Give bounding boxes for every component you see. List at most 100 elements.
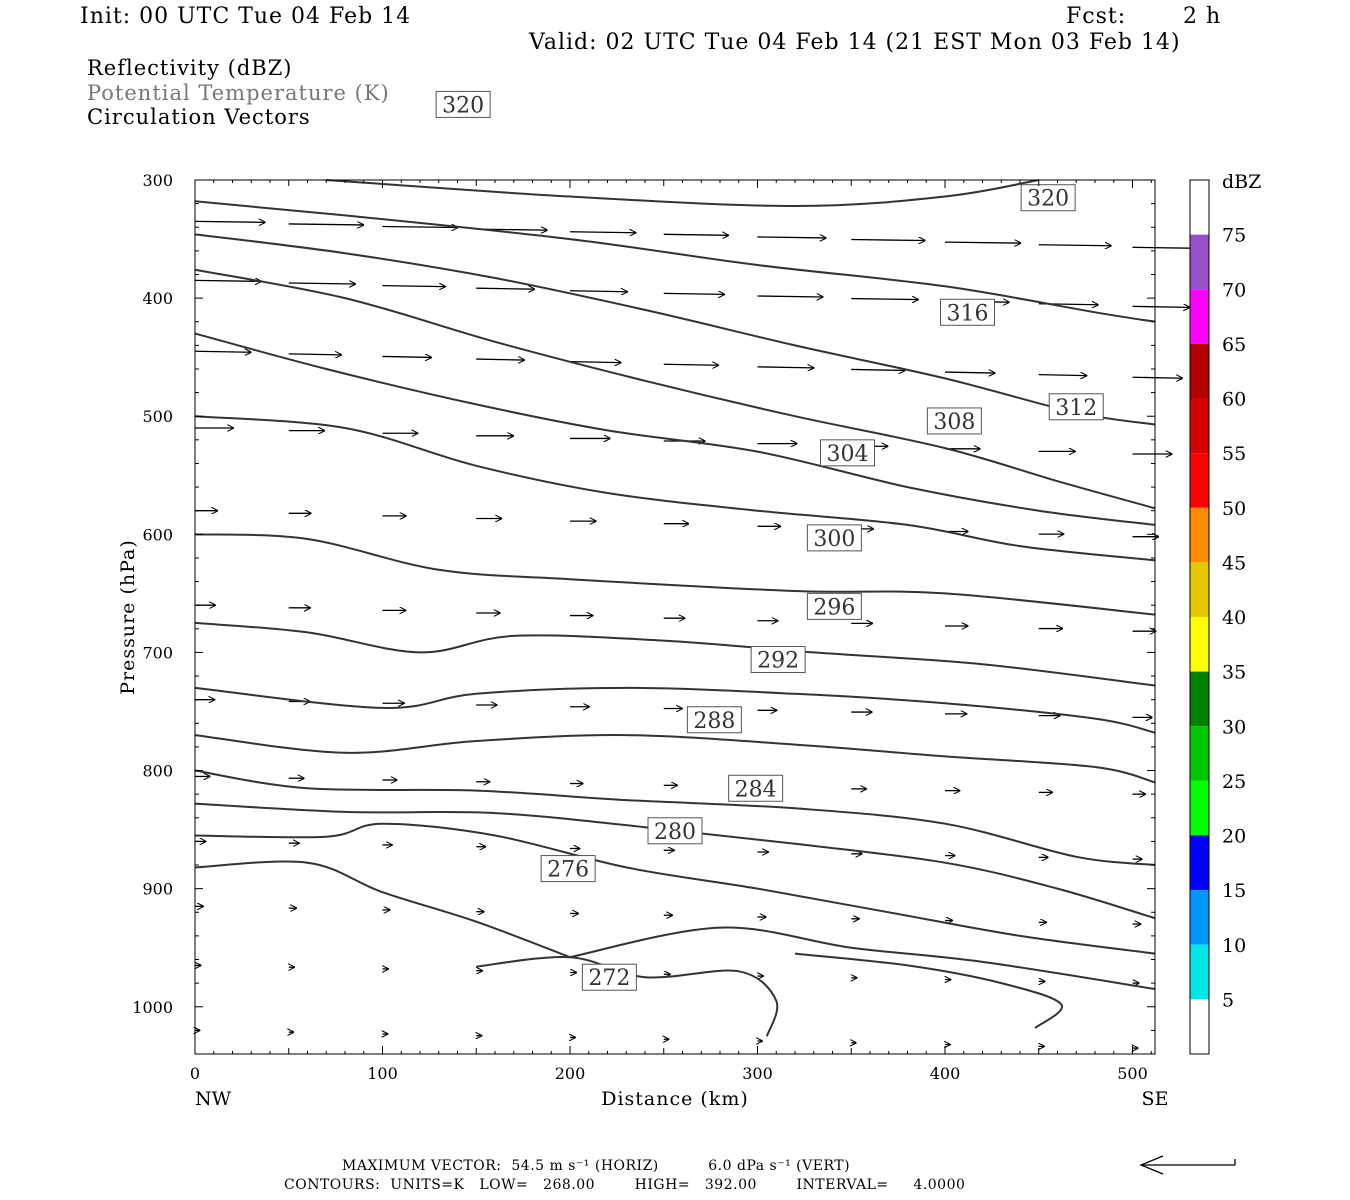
colorbar-label: 25 xyxy=(1222,771,1246,793)
contour-label-box xyxy=(806,592,862,620)
contour-label-box xyxy=(686,706,742,734)
wind-vector xyxy=(288,283,356,284)
colorbar-label: 55 xyxy=(1222,443,1246,465)
colorbar: 5 10 15 20 25 30 35 40 45 50 55 60 65 70 75 dBZ xyxy=(1189,171,1261,1055)
wind-vector xyxy=(569,362,621,363)
x-tick-label: 400 xyxy=(930,1064,961,1083)
contour-288 xyxy=(194,769,1156,866)
theta-contours xyxy=(194,179,1156,1037)
contour-label: 320 xyxy=(1027,187,1069,212)
contour-320 xyxy=(194,200,1156,323)
contour-label-box xyxy=(926,407,982,435)
init-time: Init: 00 UTC Tue 04 Feb 14 xyxy=(80,4,412,29)
contour-labels: 272 276 280 284 288 292 296 300 304 308 312 316 320 3… xyxy=(435,90,1104,991)
contour-label-box xyxy=(1048,393,1104,421)
wind-vector xyxy=(194,351,251,352)
colorbar-label: 45 xyxy=(1222,552,1246,574)
wind-vector xyxy=(663,293,725,294)
y-tick-label: 400 xyxy=(142,289,173,308)
contour-label-box xyxy=(540,855,596,883)
colorbar-segment xyxy=(1190,890,1209,945)
colorbar-segment xyxy=(1190,617,1209,672)
contour-label: 316 xyxy=(947,301,989,326)
contour-292 xyxy=(194,734,1156,784)
wind-vector xyxy=(382,286,446,287)
y-tick-label: 1000 xyxy=(132,998,173,1017)
contour-label: 296 xyxy=(813,595,855,620)
forecast-hour-value: 2 h xyxy=(1183,4,1222,29)
contour-label: 276 xyxy=(547,858,589,883)
colorbar-segment xyxy=(1190,507,1209,563)
x-axis-label: Distance (km) xyxy=(601,1088,749,1110)
colorbar-segment xyxy=(1190,999,1209,1054)
contour-label: 312 xyxy=(1055,396,1097,421)
circulation-vectors xyxy=(195,221,1199,1048)
wind-vector xyxy=(1038,245,1111,246)
colorbar-label: 10 xyxy=(1222,935,1246,957)
colorbar-label: 40 xyxy=(1222,607,1246,629)
colorbar-segment xyxy=(1190,343,1209,399)
wind-vector xyxy=(382,356,432,357)
wind-vector xyxy=(663,234,729,235)
contour-316 xyxy=(194,268,1156,510)
colorbar-segment xyxy=(1190,398,1209,454)
colorbar-segment xyxy=(1190,180,1209,235)
y-tick-label: 800 xyxy=(142,762,173,781)
contour-308 xyxy=(194,415,1156,562)
colorbar-segment xyxy=(1190,944,1209,1000)
wind-vector xyxy=(569,291,627,292)
contour-label-box xyxy=(728,774,784,802)
contour-label-box xyxy=(820,439,875,467)
wind-vector xyxy=(851,299,918,300)
contour-272 xyxy=(794,952,1063,1029)
wind-vector xyxy=(569,232,636,233)
contour-label: 308 xyxy=(933,410,975,435)
contour-label-box xyxy=(940,298,995,326)
wind-vector xyxy=(851,240,925,241)
x-tick-label: 100 xyxy=(367,1064,398,1083)
colorbar-frame xyxy=(1189,179,1210,1055)
wind-vector xyxy=(1132,306,1190,307)
wind-vector xyxy=(476,359,524,360)
colorbar-segment xyxy=(1190,726,1209,781)
colorbar-label: 20 xyxy=(1222,826,1246,848)
colorbar-label: 5 xyxy=(1222,989,1234,1011)
wind-vector xyxy=(1038,375,1087,376)
wind-vector xyxy=(757,296,823,297)
colorbar-segment xyxy=(1190,234,1209,290)
wind-vector xyxy=(944,242,1021,243)
wind-vector xyxy=(1132,377,1183,378)
contour-272 xyxy=(476,955,779,1037)
x-tick-label: 300 xyxy=(742,1064,773,1083)
colorbar-segment xyxy=(1190,835,1209,891)
y-axis-label: Pressure (hPa) xyxy=(117,539,139,695)
colorbar-label: 35 xyxy=(1222,662,1246,684)
wind-vector xyxy=(288,224,364,225)
forecast-hour-label: Fcst: xyxy=(1066,4,1127,29)
contour-296 xyxy=(194,686,1156,734)
contour-label-box xyxy=(806,524,862,552)
valid-time: Valid: 02 UTC Tue 04 Feb 14 (21 EST Mon … xyxy=(529,30,1181,55)
colorbar-segment xyxy=(1190,780,1209,836)
wind-vector xyxy=(944,372,995,373)
wind-vector xyxy=(1132,247,1200,248)
y-tick-label: 300 xyxy=(142,171,173,190)
contour-label: 288 xyxy=(693,709,735,734)
contour-312 xyxy=(194,332,1156,526)
contour-label: 304 xyxy=(827,442,869,467)
colorbar-title: dBZ xyxy=(1222,171,1261,193)
wind-vector xyxy=(757,367,814,368)
contour-label-box xyxy=(581,963,637,991)
contour-304 xyxy=(194,533,1156,616)
colorbar-segment xyxy=(1190,671,1209,727)
contour-label-box xyxy=(1020,184,1076,212)
contour-276 xyxy=(194,860,571,959)
legend-potential-temperature: Potential Temperature (K) xyxy=(87,81,390,105)
legend-circulation-vectors: Circulation Vectors xyxy=(87,105,311,129)
colorbar-label: 50 xyxy=(1222,498,1246,520)
contour-label: 320 xyxy=(442,93,484,118)
y-tick-label: 700 xyxy=(142,643,173,662)
contour-276 xyxy=(569,926,1156,990)
x-end-label-right: SE xyxy=(1142,1088,1169,1110)
